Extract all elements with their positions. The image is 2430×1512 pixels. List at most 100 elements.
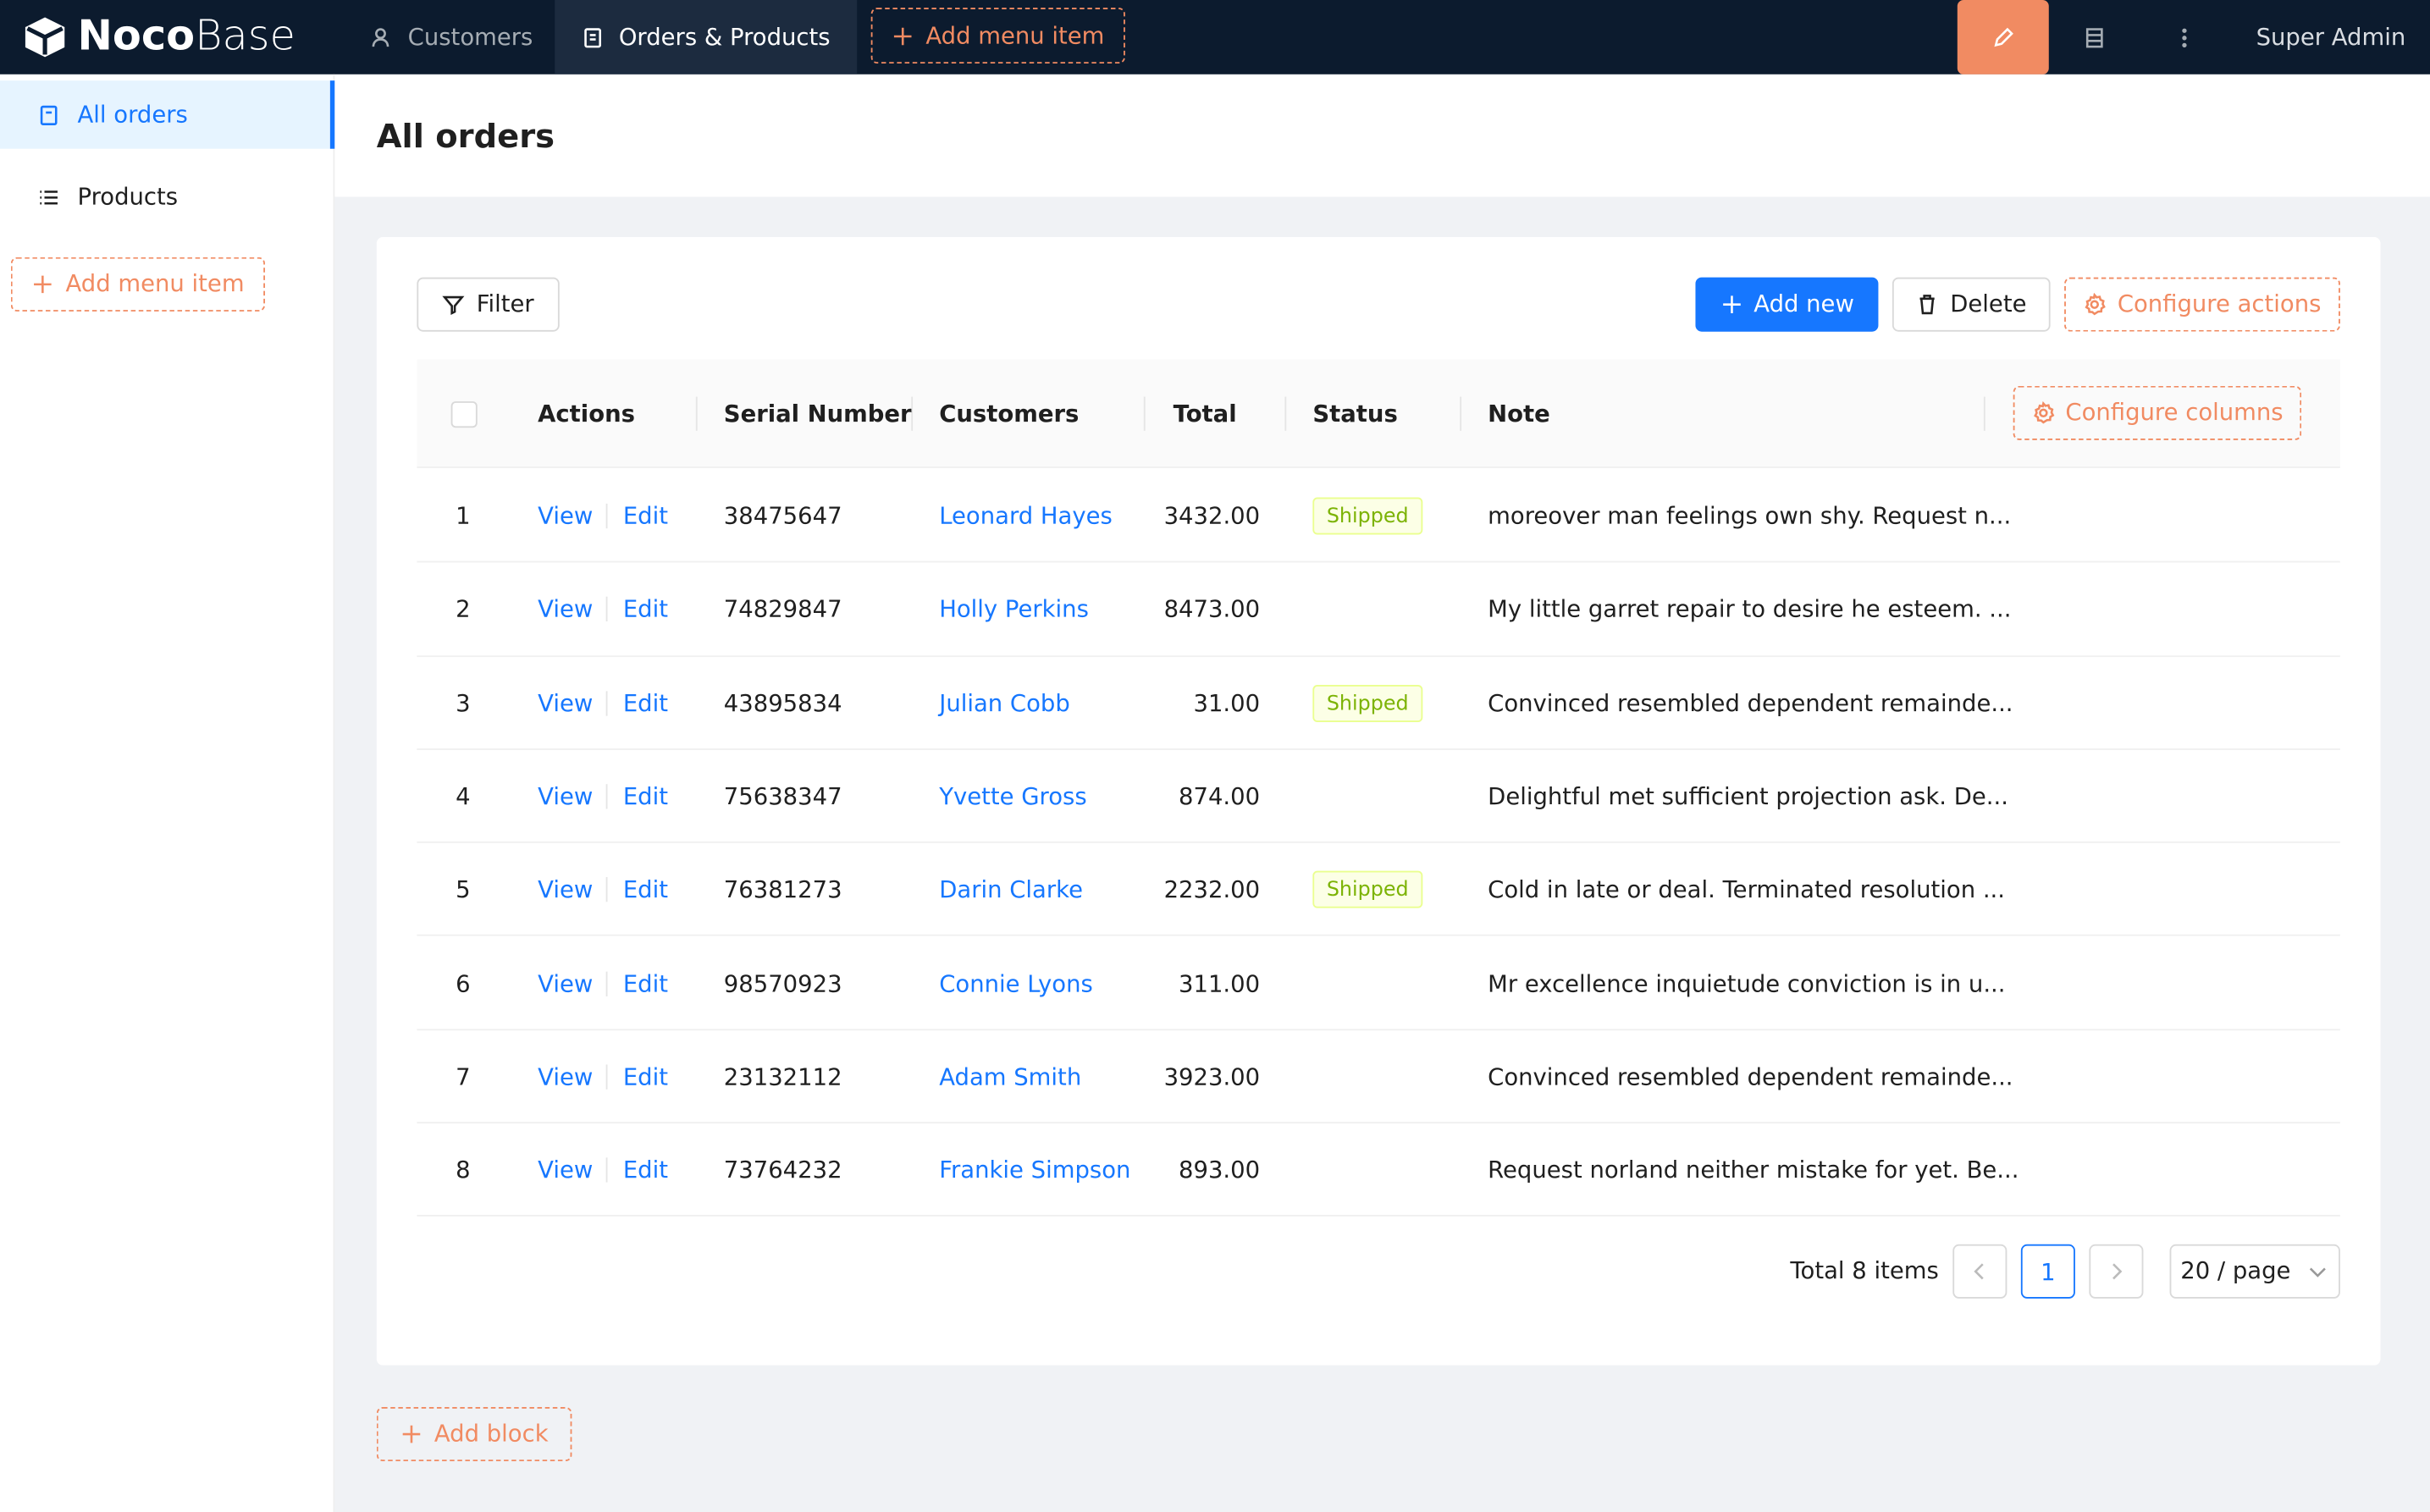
more-button[interactable] — [2139, 0, 2228, 74]
view-link-text[interactable]: View — [538, 968, 594, 997]
add-menu-label[interactable]: Add menu item — [925, 21, 1105, 50]
serial-number: 75638347 — [724, 750, 842, 843]
customer-link-text[interactable]: Holly Perkins — [939, 595, 1089, 624]
edit-link[interactable]: Edit — [623, 1123, 668, 1217]
sidebar-label[interactable]: All orders — [77, 100, 188, 129]
sidebar-label[interactable]: Products — [77, 182, 179, 211]
view-link-text[interactable]: View — [538, 1062, 594, 1091]
customer-link[interactable]: Holly Perkins — [939, 563, 1089, 656]
add-block-button[interactable]: Add block — [376, 1407, 572, 1462]
edit-link-text[interactable]: Edit — [622, 875, 669, 904]
select-all-checkbox[interactable] — [450, 401, 478, 428]
customer-link[interactable]: Darin Clarke — [939, 843, 1083, 936]
edit-link[interactable]: Edit — [623, 656, 668, 749]
edit-link[interactable]: Edit — [623, 1030, 668, 1123]
delete-label[interactable]: Delete — [1950, 290, 2027, 318]
view-link[interactable]: View — [538, 750, 593, 843]
configure-actions-button[interactable]: Configure actions — [2064, 277, 2340, 332]
customer-link[interactable]: Frankie Simpson — [939, 1123, 1130, 1217]
view-link[interactable]: View — [538, 1030, 593, 1123]
customer-link-text[interactable]: Frankie Simpson — [939, 1156, 1131, 1184]
link-divider — [605, 877, 608, 902]
sidebar-item[interactable]: All orders — [0, 80, 335, 149]
edit-link[interactable]: Edit — [623, 563, 668, 656]
view-link-text[interactable]: View — [538, 502, 594, 530]
customer-link-text[interactable]: Julian Cobb — [939, 688, 1070, 717]
edit-link[interactable]: Edit — [623, 843, 668, 936]
column-header-label: Serial Number — [723, 400, 912, 428]
add-menu-item[interactable]: Add menu item — [870, 8, 1125, 64]
edit-link-text[interactable]: Edit — [622, 1062, 669, 1091]
add-menu-label[interactable]: Add menu item — [65, 269, 245, 298]
filter-label[interactable]: Filter — [476, 290, 534, 318]
nav-item[interactable]: Customers — [349, 0, 555, 74]
add-menu-item[interactable]: Add menu item — [10, 257, 265, 312]
view-link-text[interactable]: View — [538, 782, 594, 811]
nav-item[interactable]: Orders & Products — [555, 0, 858, 74]
current-page[interactable]: 1 — [2020, 1244, 2075, 1299]
icon — [1974, 1263, 1984, 1280]
nav-label[interactable]: Customers — [407, 23, 533, 52]
edit-link-text[interactable]: Edit — [622, 502, 669, 530]
table: Actions Serial Number Customers Total Status… — [417, 359, 2340, 1217]
user-name[interactable]: Super Admin — [2256, 23, 2406, 52]
customer-link[interactable]: Connie Lyons — [939, 936, 1093, 1029]
customer-link-text[interactable]: Adam Smith — [939, 1062, 1082, 1091]
view-link-text[interactable]: View — [538, 688, 594, 717]
next-page[interactable] — [2089, 1244, 2144, 1299]
view-link[interactable]: View — [538, 656, 593, 749]
view-link[interactable]: View — [538, 843, 593, 936]
configure-columns-label[interactable]: Configure columns — [2065, 398, 2284, 427]
sidebar-item[interactable]: Products — [0, 163, 334, 231]
prev-page[interactable] — [1952, 1244, 2008, 1299]
customer-link[interactable]: Adam Smith — [939, 1030, 1081, 1123]
customer-link-text[interactable]: Leonard Hayes — [939, 502, 1113, 530]
docs-button[interactable] — [2049, 0, 2139, 74]
nav-label[interactable]: Orders & Products — [618, 23, 831, 52]
icon — [372, 27, 389, 47]
customer-link[interactable]: Yvette Gross — [939, 750, 1086, 843]
row-index-text: 6 — [456, 968, 471, 997]
user-menu[interactable]: Super Admin — [2232, 0, 2430, 74]
edit-link[interactable]: Edit — [623, 750, 668, 843]
page-size-select[interactable]: 20 / page — [2169, 1244, 2340, 1299]
current-page-text[interactable]: 1 — [2041, 1258, 2056, 1287]
icon — [2112, 1263, 2123, 1280]
configure-actions-label[interactable]: Configure actions — [2117, 290, 2322, 318]
edit-link[interactable]: Edit — [623, 470, 668, 563]
add-new-label[interactable]: Add new — [1753, 290, 1854, 318]
customer-link-text[interactable]: Darin Clarke — [939, 875, 1083, 904]
add-block-label[interactable]: Add block — [434, 1419, 549, 1448]
edit-link-text[interactable]: Edit — [622, 782, 669, 811]
edit-link-text[interactable]: Edit — [622, 1156, 669, 1184]
view-link-text[interactable]: View — [538, 595, 594, 624]
logo: Noco Base — [22, 0, 332, 74]
view-link[interactable]: View — [538, 563, 593, 656]
edit-link-text[interactable]: Edit — [622, 968, 669, 997]
total: 2232.00 — [1099, 843, 1261, 936]
row-index: 2 — [456, 563, 470, 656]
page-size-text[interactable]: 20 / page — [2180, 1256, 2291, 1285]
pagination-total: Total 8 items — [1709, 1244, 1938, 1299]
view-link[interactable]: View — [538, 470, 593, 563]
status-text: Shipped — [1326, 879, 1409, 902]
column-header-label: Customers — [939, 400, 1080, 428]
edit-link[interactable]: Edit — [623, 936, 668, 1029]
customer-link-text[interactable]: Connie Lyons — [939, 968, 1093, 997]
customer-link-text[interactable]: Yvette Gross — [939, 782, 1087, 811]
view-link-text[interactable]: View — [538, 1156, 594, 1184]
view-link[interactable]: View — [538, 936, 593, 1029]
edit-link-text[interactable]: Edit — [622, 595, 669, 624]
column-separator — [1460, 396, 1462, 431]
view-link[interactable]: View — [538, 1123, 593, 1217]
view-link-text[interactable]: View — [538, 875, 594, 904]
customer-link[interactable]: Leonard Hayes — [939, 470, 1113, 563]
filter-button[interactable]: Filter — [417, 277, 560, 332]
configure-columns-button[interactable]: Configure columns — [2013, 385, 2302, 440]
customer-link[interactable]: Julian Cobb — [939, 656, 1070, 749]
delete-button[interactable]: Delete — [1892, 277, 2051, 332]
edit-link-text[interactable]: Edit — [622, 688, 669, 717]
link-divider — [605, 503, 608, 529]
add-new-button[interactable]: Add new — [1695, 277, 1879, 332]
theme-button[interactable] — [1957, 0, 2049, 74]
